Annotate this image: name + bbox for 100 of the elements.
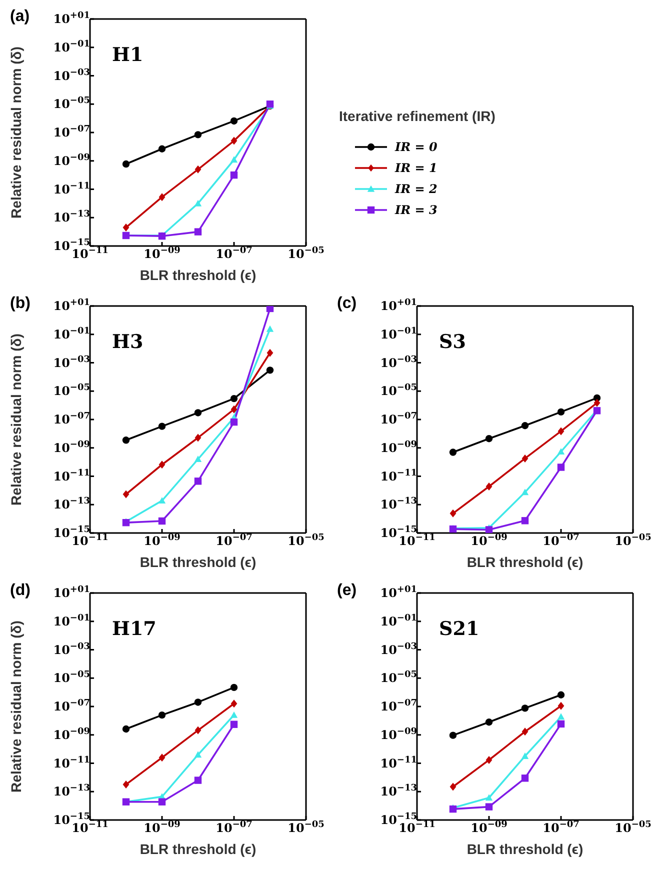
point [450, 782, 456, 791]
y-tick-label: 10$^{−03}$ [380, 642, 417, 657]
x-tick-label: 10$^{−09}$ [144, 820, 180, 835]
point [521, 517, 529, 524]
point [266, 348, 274, 357]
point [521, 752, 529, 759]
y-tick-label: 10$^{−05}$ [380, 383, 417, 398]
point [522, 728, 528, 736]
text: S21 [439, 618, 480, 640]
point [158, 497, 166, 504]
y-tick-label: 10$^{−13}$ [380, 784, 417, 799]
y-tick-label: 10$^{−13}$ [53, 784, 90, 799]
point [558, 427, 564, 436]
y-tick-label: 10$^{−11}$ [53, 468, 90, 484]
x-axis-title: BLR threshold (ϵ) [140, 267, 256, 283]
point [230, 394, 238, 402]
text: (e) [337, 582, 357, 600]
point [230, 405, 238, 414]
y-axis-title: Relative residual norm (δ) [8, 620, 24, 792]
point [158, 193, 166, 202]
x-axis-title: BLR threshold (ϵ) [466, 841, 584, 857]
point [485, 435, 493, 442]
point [122, 490, 130, 498]
x-axis-title: BLR threshold (ϵ) [140, 554, 256, 570]
y-tick-label: 10$^{−13}$ [380, 496, 417, 512]
point [521, 704, 529, 712]
x-tick-label: 10$^{−05}$ [288, 246, 324, 261]
y-tick-label: 10$^{−09}$ [53, 726, 90, 742]
point [230, 711, 238, 718]
point [194, 200, 202, 206]
legend-label: IR = 3 [395, 202, 438, 216]
point [230, 684, 238, 692]
point [230, 117, 238, 125]
y-tick-label: 10$^{−05}$ [53, 670, 90, 686]
point [557, 720, 565, 728]
y-tick-label: 10$^{−01}$ [53, 613, 90, 628]
x-tick-label: 10$^{−07}$ [216, 533, 252, 548]
point [122, 224, 130, 232]
y-tick-label: 10$^{+01}$ [53, 11, 90, 26]
y-tick-label: 10$^{−03}$ [53, 642, 90, 657]
x-tick-label: 10$^{−05}$ [288, 533, 324, 548]
point [158, 422, 166, 430]
legend-title: Iterative refinement (IR) [339, 108, 496, 124]
y-tick-label: 10$^{−11}$ [380, 468, 417, 484]
text: H17 [112, 618, 156, 640]
point [194, 478, 202, 485]
point [158, 517, 166, 525]
y-tick-label: 10$^{−11}$ [53, 181, 90, 196]
y-tick-label: 10$^{−07}$ [53, 124, 90, 140]
y-tick-label: 10$^{−03}$ [53, 68, 90, 83]
y-tick-label: 10$^{−07}$ [53, 412, 90, 426]
point [230, 136, 238, 145]
x-tick-label: 10$^{−09}$ [144, 246, 180, 261]
point [485, 794, 493, 801]
x-tick-label: 10$^{−09}$ [144, 533, 180, 548]
point [158, 798, 166, 806]
point [485, 718, 493, 726]
y-tick-label: 10$^{−13}$ [53, 496, 90, 512]
point [485, 803, 493, 810]
point [266, 306, 274, 312]
x-tick-label: 10$^{−07}$ [542, 820, 580, 835]
text: (d) [10, 582, 30, 600]
point [158, 711, 166, 719]
point [266, 366, 274, 374]
legend-label: IR = 2 [395, 182, 438, 196]
y-tick-label: 10$^{−05}$ [380, 670, 417, 686]
y-tick-label: 10$^{−01}$ [53, 326, 90, 342]
x-tick-label: 10$^{−09}$ [470, 533, 508, 548]
point [194, 409, 202, 416]
point [194, 165, 202, 174]
point [521, 488, 529, 496]
point [194, 434, 202, 442]
point [122, 436, 130, 444]
x-axis-title: BLR threshold (ϵ) [466, 554, 584, 570]
text: H1 [112, 44, 144, 66]
point [522, 454, 528, 462]
point [449, 448, 457, 456]
point [557, 448, 565, 455]
x-tick-label: 10$^{−07}$ [542, 533, 580, 548]
point [194, 698, 202, 706]
text: S3 [439, 331, 466, 353]
point [194, 131, 202, 138]
point [230, 418, 238, 426]
point [230, 720, 238, 728]
point [486, 756, 492, 764]
point [594, 398, 600, 407]
y-tick-label: 10$^{−05}$ [53, 383, 90, 398]
point [449, 732, 457, 739]
x-tick-label: 10$^{−09}$ [470, 820, 508, 835]
point [486, 482, 492, 490]
point [122, 725, 130, 733]
point [194, 726, 202, 734]
y-tick-label: 10$^{+01}$ [380, 298, 417, 313]
text: (c) [337, 295, 357, 313]
point [158, 145, 166, 152]
point [194, 228, 202, 236]
point [450, 509, 456, 518]
y-tick-label: 10$^{−01}$ [380, 613, 417, 628]
x-tick-label: 10$^{−05}$ [614, 820, 652, 835]
point [194, 751, 202, 758]
